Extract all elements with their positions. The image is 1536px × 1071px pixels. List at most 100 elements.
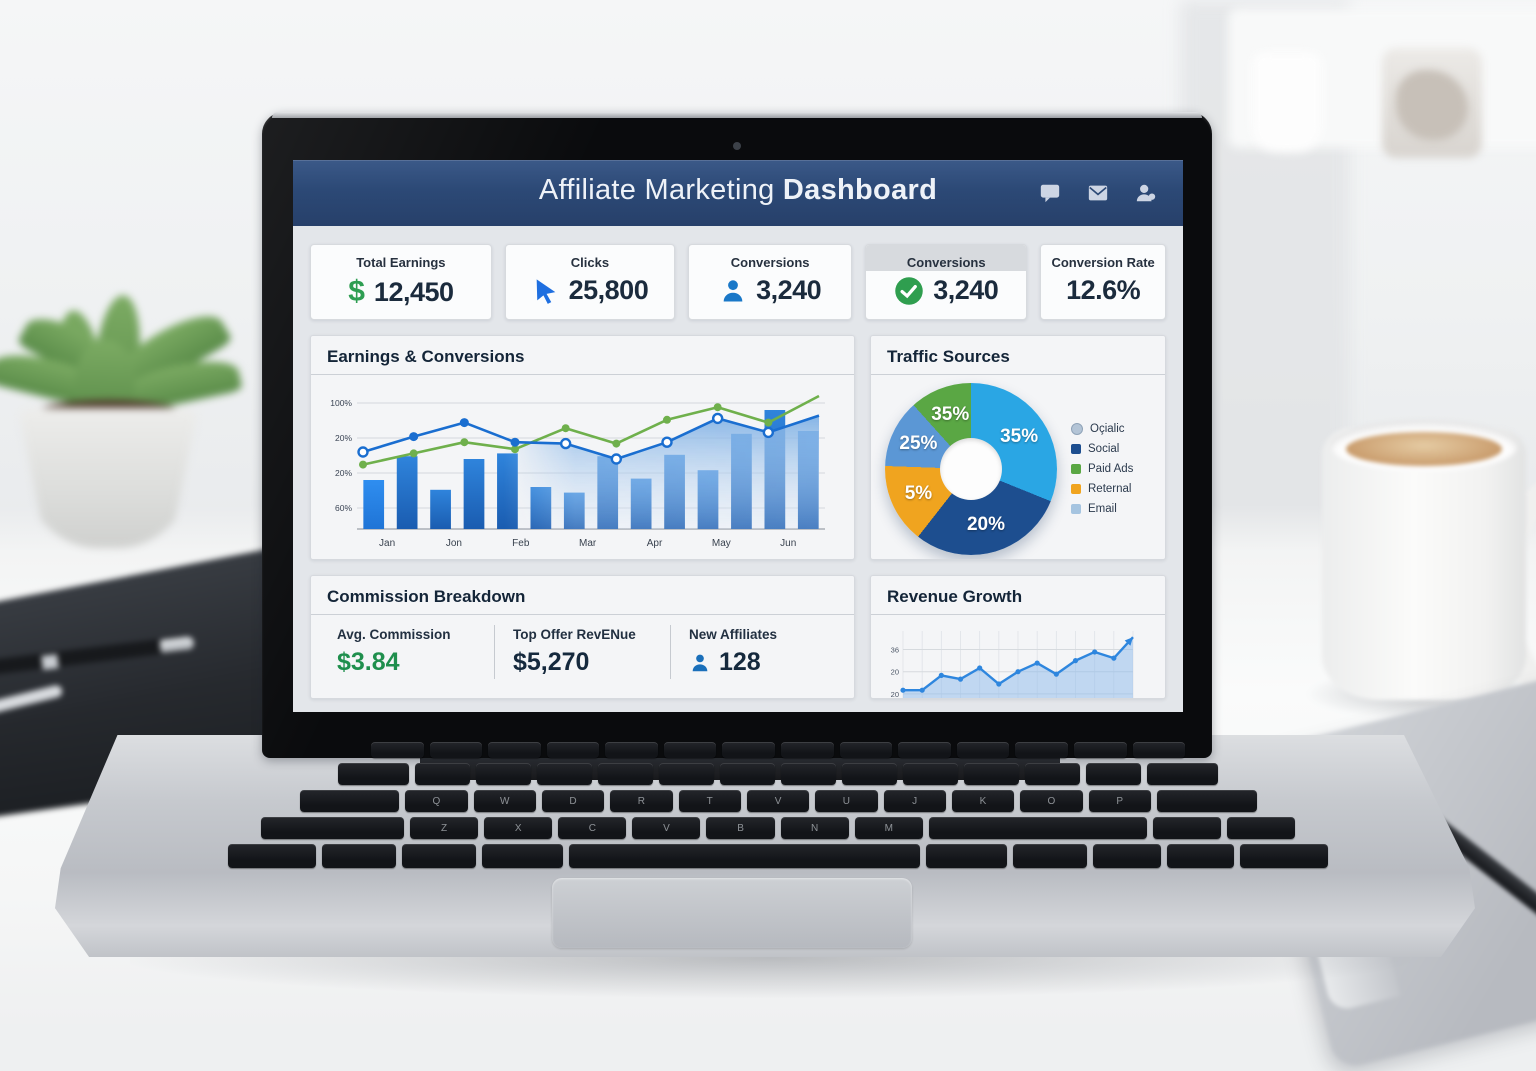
commission-label: Avg. Commission <box>337 627 451 642</box>
svg-text:Mar: Mar <box>579 538 597 549</box>
pen-ring <box>41 654 59 670</box>
svg-text:Jun: Jun <box>780 538 796 549</box>
user-icon-button[interactable] <box>1135 182 1157 204</box>
keyboard-key <box>781 763 836 785</box>
keyboard-key <box>1093 844 1161 868</box>
header-icons <box>1039 182 1157 204</box>
keyboard-key <box>1073 742 1127 758</box>
svg-text:20: 20 <box>891 668 899 677</box>
panel-title: Traffic Sources <box>871 336 1165 375</box>
kpi-value: 12.6% <box>1066 275 1141 305</box>
legend-marker <box>1071 444 1081 454</box>
keyboard-key <box>926 844 1008 868</box>
keyboard-key-k: K <box>951 790 1015 812</box>
legend-marker <box>1071 423 1083 435</box>
kpi-card-4: Conversion Rate 12.6% <box>1040 244 1166 320</box>
keyboard-key-x: X <box>484 817 553 839</box>
keyboard-key <box>1024 763 1080 785</box>
commission-label: New Affiliates <box>689 627 778 642</box>
kpi-label: Total Earnings <box>356 255 446 270</box>
keyboard-key <box>605 742 658 758</box>
keyboard-key <box>1156 790 1257 812</box>
keyboard-key <box>1240 844 1329 868</box>
legend-label: Reternal <box>1088 483 1132 495</box>
keyboard-key <box>928 817 1147 839</box>
kpi-card-3: Conversions 3,240 <box>865 244 1028 320</box>
legend-item[interactable]: Paid Ads <box>1071 463 1133 475</box>
keyboard-key <box>720 763 776 785</box>
kpi-value: 3,240 <box>756 275 822 305</box>
legend-item[interactable]: Social <box>1071 443 1133 455</box>
kpi-value: 3,240 <box>933 275 999 305</box>
legend-item[interactable]: Email <box>1071 503 1133 515</box>
commission-items: Avg. Commission $3.84 Top Offer RevENue … <box>311 615 854 687</box>
mail-icon-button[interactable] <box>1087 182 1109 204</box>
keyboard-key <box>1013 844 1088 868</box>
kpi-value: 25,800 <box>568 275 649 305</box>
legend-item[interactable]: Oçialic <box>1071 423 1133 435</box>
kpi-card-0: Total Earnings $ 12,450 <box>310 244 492 320</box>
keyboard-key <box>781 742 834 758</box>
white-vase <box>1252 52 1322 152</box>
svg-text:Jon: Jon <box>446 538 462 549</box>
keyboard-key-b: B <box>706 817 775 839</box>
commission-value: $3.84 <box>337 648 400 676</box>
kpi-card-2: Conversions 3,240 <box>688 244 853 320</box>
panel-title: Commission Breakdown <box>311 576 854 615</box>
traffic-donut-chart[interactable]: 35% 20% 5% 25% 35% <box>885 383 1057 555</box>
keyboard-key-u: U <box>815 790 878 812</box>
keyboard-key-r: R <box>610 790 673 812</box>
kpi-row: Total Earnings $ 12,450 Clicks 25,800 Co… <box>310 244 1166 320</box>
keyboard-key-z: Z <box>410 817 479 839</box>
legend-item[interactable]: Reternal <box>1071 483 1133 495</box>
donut-slice-label: 35% <box>931 403 970 425</box>
earnings-conversions-chart[interactable]: 100% 20% 20% 60% Jan Jon Feb Mar Apr May Jun <box>311 375 854 559</box>
person-icon <box>723 279 743 301</box>
panel-commission-breakdown: Commission Breakdown Avg. Commission $3.… <box>310 575 855 699</box>
donut-slice-label: 5% <box>904 482 933 504</box>
legend-label: Social <box>1088 443 1120 455</box>
laptop-trackpad <box>552 878 912 948</box>
kpi-label: Conversions <box>730 255 810 270</box>
svg-text:May: May <box>712 538 731 549</box>
keyboard-key-t: T <box>678 790 741 812</box>
keyboard-key-m: M <box>854 817 923 839</box>
keyboard-key <box>841 763 897 785</box>
keyboard-key <box>338 763 410 785</box>
keyboard-key-j: J <box>883 790 946 812</box>
keyboard-key <box>371 742 424 758</box>
kpi-label: Conversions <box>906 255 986 270</box>
mug-body <box>1322 428 1526 700</box>
app-header: Affiliate Marketing Dashboard <box>293 160 1183 226</box>
svg-text:60%: 60% <box>335 503 352 513</box>
panel-grid: Earnings & Conversions 100% 20% 20% 60% Jan J… <box>310 335 1166 699</box>
keyboard-key <box>1152 817 1221 839</box>
keyboard-key <box>902 763 958 785</box>
keyboard-key <box>598 763 654 785</box>
person-icon <box>692 654 708 671</box>
revenue-growth-chart[interactable]: 36 20 20 <box>871 615 1165 698</box>
keyboard-key <box>1166 844 1235 868</box>
kpi-label: Conversion Rate <box>1051 255 1155 270</box>
keyboard-key <box>839 742 893 758</box>
keyboard-key <box>299 790 400 812</box>
keyboard-key-q: Q <box>405 790 468 812</box>
donut-slice-label: 35% <box>1000 425 1039 447</box>
panel-earnings-conversions: Earnings & Conversions 100% 20% 20% 60% Jan J… <box>310 335 855 560</box>
keyboard-key <box>663 742 717 758</box>
chat-icon-button[interactable] <box>1039 182 1061 204</box>
keyboard-key <box>321 844 396 868</box>
traffic-legend: Oçialic Social Paid Ads Reternal Email <box>1071 423 1133 515</box>
svg-text:Apr: Apr <box>647 538 663 549</box>
jar-stones <box>1396 70 1468 140</box>
commission-item: Avg. Commission $3.84 <box>319 625 494 679</box>
kpi-label: Clicks <box>570 255 610 270</box>
commission-value: $5,270 <box>513 648 590 676</box>
donut-slice-label: 20% <box>966 514 1006 536</box>
coffee <box>1346 432 1502 466</box>
keyboard-key <box>401 844 477 868</box>
keyboard-key <box>1146 763 1219 785</box>
keyboard-key <box>537 763 593 785</box>
check-circle-icon <box>895 276 923 305</box>
